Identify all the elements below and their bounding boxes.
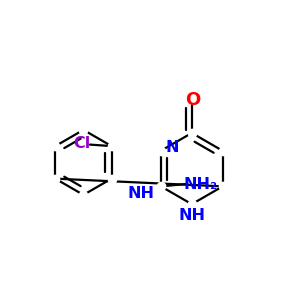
Text: NH: NH [179, 208, 206, 224]
Text: Cl: Cl [73, 136, 91, 151]
Text: NH: NH [127, 185, 154, 200]
Text: N: N [165, 140, 179, 154]
Text: O: O [185, 91, 200, 109]
Text: NH₂: NH₂ [183, 177, 217, 192]
